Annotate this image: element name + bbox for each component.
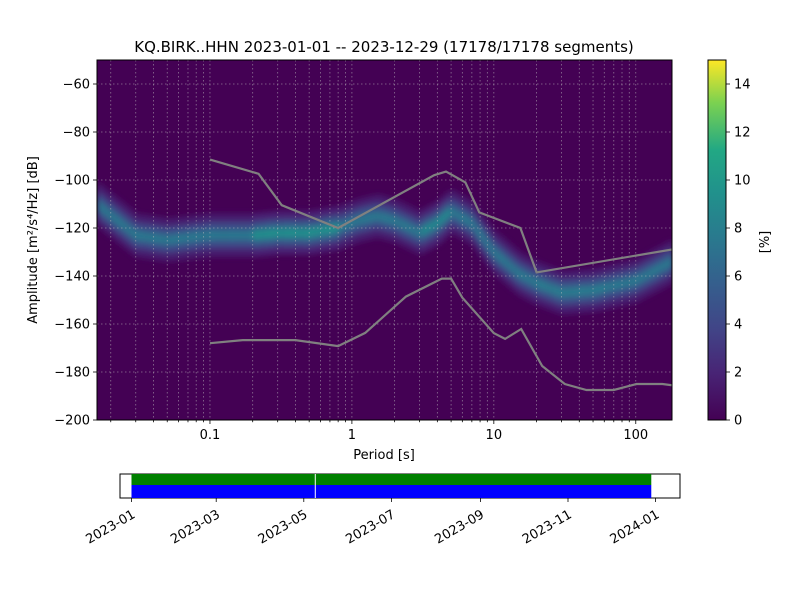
timeline-tick-label: 2023-09 — [432, 507, 487, 547]
coverage-bars — [131, 474, 652, 498]
y-tick-label: −160 — [54, 318, 90, 333]
colorbar-tick-label: 2 — [734, 366, 742, 381]
colorbar-tick-label: 14 — [734, 78, 751, 93]
x-axis: 0.1 1 10 100 — [110, 420, 648, 443]
timeline-axis: 2023-01 2023-03 2023-05 2023-07 2023-09 2023-… — [83, 498, 662, 548]
y-axis: −60 −80 −100 −120 −140 −160 −180 −200 — [54, 78, 97, 429]
y-tick-label: −60 — [63, 78, 90, 93]
x-tick-label: 100 — [623, 428, 648, 443]
x-tick-label: 0.1 — [200, 428, 221, 443]
x-tick-label: 10 — [486, 428, 503, 443]
nlnm-curve — [209, 277, 672, 392]
timeline-tick-label: 2023-05 — [256, 507, 311, 547]
chart-title: KQ.BIRK..HHN 2023-01-01 -- 2023-12-29 (1… — [134, 38, 634, 56]
y-axis-label: Amplitude [m²/s⁴/Hz] [dB] — [26, 156, 41, 324]
psd-density — [97, 184, 672, 315]
timeline-tick-label: 2023-11 — [520, 507, 575, 547]
y-tick-label: −140 — [54, 270, 90, 285]
colorbar-tick-label: 4 — [734, 318, 742, 333]
timeline-tick-label: 2023-03 — [168, 507, 223, 547]
x-tick-label: 1 — [348, 428, 356, 443]
used-data-bar — [131, 485, 652, 498]
colorbar-axis: 0 2 4 6 8 10 12 14 — [726, 78, 751, 429]
colorbar-label: [%] — [758, 231, 773, 254]
timeline-tick-label: 2023-01 — [83, 507, 138, 547]
y-tick-label: −80 — [63, 126, 90, 141]
y-tick-label: −120 — [54, 222, 90, 237]
y-tick-label: −100 — [54, 174, 90, 189]
colorbar — [707, 59, 727, 421]
timeline-tick-label: 2023-07 — [343, 507, 398, 547]
x-axis-label: Period [s] — [353, 448, 415, 463]
colorbar-tick-label: 6 — [734, 270, 742, 285]
timeline-tick-label: 2024-01 — [608, 507, 663, 547]
nhnm-curve — [209, 158, 672, 274]
grid-lines — [97, 60, 672, 420]
colorbar-tick-label: 12 — [734, 126, 751, 141]
colorbar-tick-label: 10 — [734, 174, 751, 189]
plot-frame — [96, 59, 673, 421]
colorbar-tick-label: 0 — [734, 414, 742, 429]
colorbar-tick-label: 8 — [734, 222, 742, 237]
y-tick-label: −180 — [54, 366, 90, 381]
available-data-bar — [131, 474, 652, 485]
y-tick-label: −200 — [54, 414, 90, 429]
